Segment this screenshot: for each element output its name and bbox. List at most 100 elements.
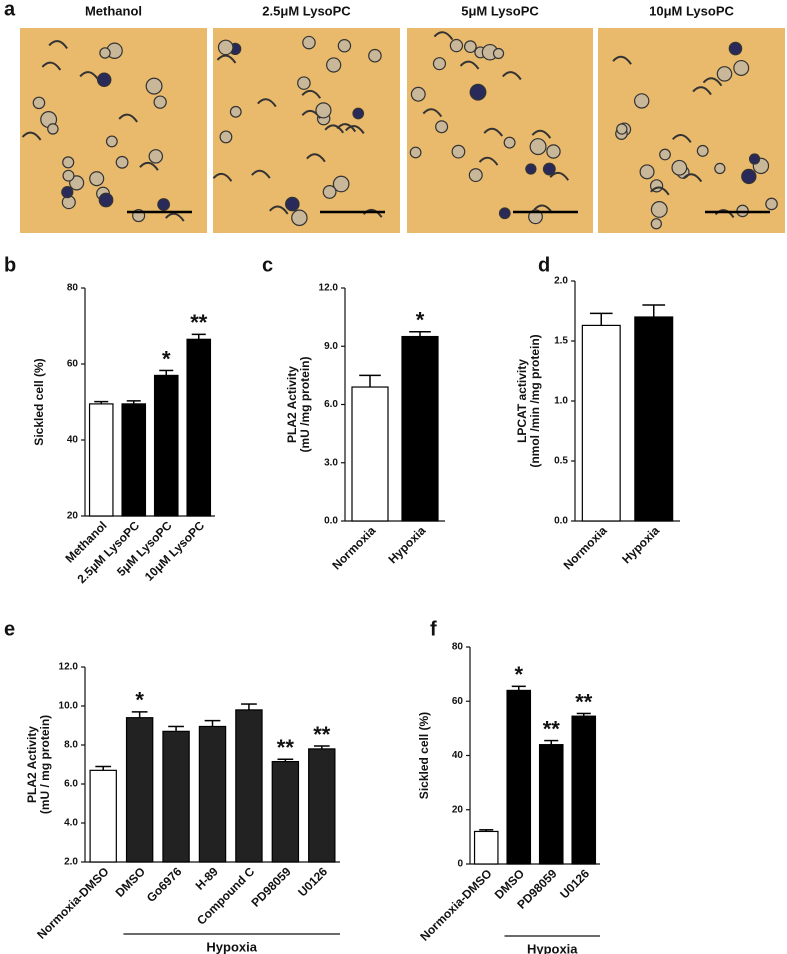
- cell: [219, 130, 233, 144]
- sickle-cell: [502, 71, 522, 81]
- cell: [451, 144, 466, 159]
- sickle-cell: [692, 86, 712, 96]
- y-tick-label: 1.0: [554, 396, 568, 407]
- x-tick-label: DMSO: [113, 864, 148, 899]
- y-axis-label: PLA2 Activity: [25, 726, 39, 803]
- sickle-cell: [612, 55, 632, 65]
- sickle-cell: [336, 123, 357, 133]
- sickle-cell: [345, 125, 365, 135]
- bar: [88, 403, 114, 517]
- cell: [217, 39, 234, 56]
- cell: [714, 162, 726, 175]
- cell: [659, 148, 671, 161]
- y-tick-label: 6.0: [64, 779, 78, 790]
- cell: [435, 120, 449, 134]
- cell: [99, 47, 111, 59]
- sickle-cell: [118, 113, 138, 123]
- cell: [153, 95, 167, 109]
- sickle-cell: [531, 129, 552, 139]
- panel-label: e: [4, 618, 15, 640]
- cell: [62, 156, 75, 169]
- sickle-cell: [549, 171, 570, 181]
- y-tick-label: 60: [452, 696, 464, 707]
- cell: [525, 163, 537, 175]
- x-tick-label: Hypoxia: [619, 523, 662, 566]
- cell: [492, 47, 505, 60]
- cell: [671, 159, 688, 176]
- image-title: 5μM LysoPC: [461, 3, 539, 18]
- cell: [61, 186, 74, 199]
- cell: [322, 185, 337, 199]
- sickle-cell: [251, 169, 271, 179]
- significance: **: [277, 735, 295, 760]
- bar: [121, 403, 147, 517]
- bar: [89, 769, 117, 863]
- y-tick-label: 20: [452, 804, 464, 815]
- y-tick-label: 10.0: [59, 701, 79, 712]
- sickle-cell: [306, 153, 326, 163]
- bar: [401, 335, 439, 522]
- cell: [748, 153, 761, 165]
- cell: [96, 72, 112, 87]
- bar: [581, 324, 621, 522]
- cell: [148, 149, 164, 164]
- cell: [633, 93, 650, 109]
- cell: [542, 162, 556, 176]
- cell: [285, 196, 300, 212]
- cell: [326, 57, 342, 73]
- image-title: 10μM LysoPC: [649, 3, 734, 18]
- sickle-cell: [79, 71, 99, 81]
- y-axis-label: (mU /mg protein): [298, 357, 312, 453]
- cell: [62, 169, 75, 182]
- cell: [410, 86, 426, 102]
- bar: [634, 316, 674, 522]
- sickle-cell: [324, 124, 345, 134]
- cell: [302, 35, 316, 50]
- y-tick-label: 0.5: [554, 456, 568, 467]
- y-tick-label: 80: [452, 642, 464, 653]
- cell: [98, 192, 114, 208]
- sickle-cell: [48, 40, 68, 50]
- y-tick-label: 40: [452, 750, 464, 761]
- significance: *: [162, 346, 171, 371]
- y-tick-label: 0.0: [324, 516, 338, 527]
- y-tick-label: 6.0: [324, 399, 338, 410]
- bar: [473, 830, 499, 865]
- y-tick-label: 9.0: [324, 341, 338, 352]
- cell: [47, 123, 59, 135]
- cell: [368, 48, 382, 63]
- cell: [528, 209, 543, 225]
- y-tick-label: 20: [67, 511, 79, 522]
- cell: [716, 66, 733, 82]
- bar: [271, 760, 300, 863]
- sickle-cell: [650, 186, 670, 196]
- panel-label: f: [430, 618, 437, 640]
- x-tick-label: Normoxia-DMSO: [34, 864, 111, 941]
- sickle-cell: [257, 98, 277, 108]
- significance: *: [416, 308, 425, 333]
- group-label: Hypoxia: [527, 941, 578, 954]
- y-tick-label: 60: [67, 359, 79, 370]
- sickle-cell: [483, 127, 504, 137]
- cell: [765, 197, 778, 211]
- y-axis-label: PLA2 Activity: [285, 366, 299, 443]
- bar: [198, 725, 227, 863]
- x-tick-label: Go6976: [144, 864, 185, 905]
- cell: [696, 144, 709, 157]
- y-tick-label: 0: [457, 859, 463, 870]
- sickle-cell: [433, 31, 454, 41]
- sickle-cell: [478, 156, 499, 166]
- cell: [650, 200, 668, 218]
- sickle-cell: [216, 54, 237, 64]
- x-tick-label: Normoxia: [561, 523, 610, 572]
- y-tick-label: 1.5: [554, 336, 568, 347]
- cell: [105, 135, 118, 148]
- cell: [315, 102, 332, 119]
- significance: **: [575, 689, 593, 714]
- bar: [538, 744, 564, 865]
- bar: [308, 748, 336, 863]
- y-tick-label: 2.0: [64, 857, 78, 868]
- significance: *: [514, 662, 523, 687]
- y-tick-label: 3.0: [324, 457, 338, 468]
